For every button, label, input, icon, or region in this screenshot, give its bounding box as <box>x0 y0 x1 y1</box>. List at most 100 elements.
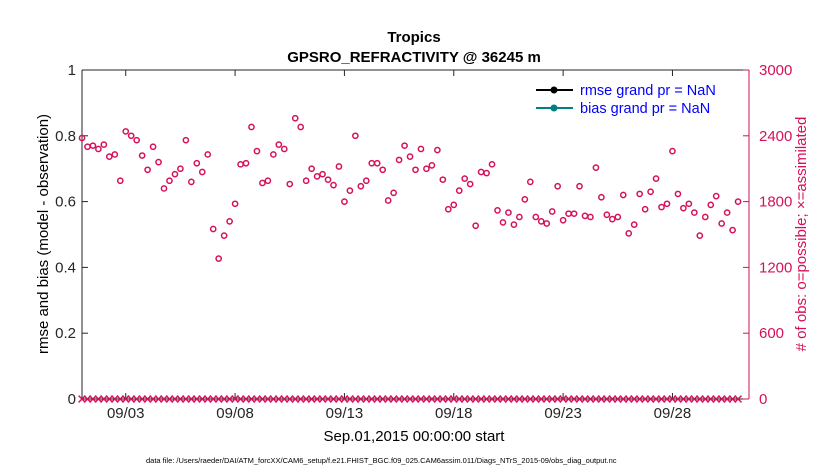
possible-marker <box>270 151 277 158</box>
possible-marker <box>330 181 337 189</box>
assimilated-markers <box>78 395 742 403</box>
possible-marker <box>576 182 583 190</box>
possible-marker <box>488 160 496 168</box>
possible-marker <box>297 123 305 131</box>
possible-marker <box>734 198 742 205</box>
possible-marker <box>346 187 354 194</box>
possible-marker <box>390 189 397 197</box>
possible-marker <box>138 152 146 159</box>
possible-marker <box>439 176 447 184</box>
possible-marker <box>647 188 654 196</box>
x-tick-label: 09/23 <box>544 405 582 422</box>
possible-marker <box>718 220 726 227</box>
y-tick-label: 0.6 <box>55 194 76 211</box>
possible-markers <box>78 114 742 262</box>
possible-marker <box>280 145 288 153</box>
possible-marker <box>603 211 611 219</box>
possible-marker <box>324 176 332 184</box>
possible-marker <box>155 158 162 166</box>
x-axis-label: Sep.01,2015 00:00:00 start <box>324 428 506 445</box>
possible-marker <box>707 201 715 209</box>
possible-marker <box>521 196 529 203</box>
x-tick-label: 09/28 <box>654 405 692 422</box>
possible-marker <box>510 221 518 228</box>
possible-marker <box>253 147 261 155</box>
possible-marker <box>466 180 474 188</box>
possible-marker <box>231 200 239 208</box>
possible-marker <box>625 230 633 237</box>
possible-marker <box>379 166 387 174</box>
possible-marker <box>357 182 365 190</box>
possible-marker <box>417 145 425 153</box>
x-tick-label: 09/03 <box>107 405 145 422</box>
possible-marker <box>516 213 523 221</box>
possible-marker <box>302 177 310 185</box>
possible-marker <box>193 159 201 167</box>
assimilated-marker <box>734 395 742 403</box>
possible-marker <box>614 213 622 221</box>
possible-marker <box>105 153 113 160</box>
possible-marker <box>636 190 644 198</box>
possible-marker <box>685 200 693 208</box>
possible-marker <box>499 219 507 226</box>
possible-marker <box>127 132 135 140</box>
x-tick-label: 09/08 <box>216 405 254 422</box>
possible-marker <box>428 162 436 169</box>
possible-marker <box>362 177 370 185</box>
possible-marker <box>598 193 605 201</box>
y-tick-label: 0.4 <box>55 259 76 276</box>
possible-marker <box>209 225 217 233</box>
possible-marker <box>505 209 512 216</box>
possible-marker <box>395 156 403 164</box>
possible-marker <box>658 203 665 211</box>
possible-marker <box>494 207 501 214</box>
y2-tick-label: 1800 <box>759 194 792 211</box>
possible-marker <box>472 222 479 230</box>
possible-marker <box>384 197 392 204</box>
possible-marker <box>701 213 709 221</box>
possible-marker <box>723 209 731 216</box>
possible-marker <box>729 226 736 234</box>
y2-tick-label: 600 <box>759 325 784 342</box>
possible-marker <box>543 220 551 227</box>
possible-marker <box>204 151 212 158</box>
possible-marker <box>663 200 671 208</box>
possible-marker <box>100 141 108 148</box>
possible-marker <box>78 134 86 142</box>
x-ticks: 09/03 09/08 09/13 09/18 09/23 09/28 <box>107 70 691 422</box>
y-tick-label: 0.8 <box>55 128 76 145</box>
possible-marker <box>570 210 578 218</box>
possible-marker <box>166 177 173 185</box>
possible-marker <box>608 215 616 223</box>
possible-marker <box>526 178 534 186</box>
possible-marker <box>116 177 124 185</box>
possible-marker <box>187 178 195 186</box>
possible-marker <box>149 143 157 151</box>
legend-marker-rmse <box>550 86 558 94</box>
x-tick-label: 09/18 <box>435 405 473 422</box>
possible-marker <box>537 217 545 225</box>
possible-marker <box>182 136 190 144</box>
possible-marker <box>242 159 250 167</box>
y2-tick-label: 2400 <box>759 128 792 145</box>
possible-marker <box>669 147 676 155</box>
possible-marker <box>226 217 233 225</box>
y2-axis-label: # of obs: o=possible; ×=assimilated <box>793 117 810 352</box>
possible-marker <box>89 142 97 150</box>
y-axis-label: rmse and bias (model - observation) <box>35 114 52 354</box>
possible-marker <box>412 166 419 174</box>
possible-marker <box>652 175 660 182</box>
possible-marker <box>198 168 206 176</box>
y2-tick-label: 3000 <box>759 62 792 79</box>
possible-marker <box>461 175 469 182</box>
possible-marker <box>286 180 294 188</box>
legend-marker-bias <box>550 104 558 112</box>
y-left-ticks: 0 0.2 0.4 0.6 0.8 1 <box>55 62 88 408</box>
legend-label-rmse: rmse grand pr = NaN <box>580 83 716 99</box>
data-file-footnote: data file: /Users/raeder/DAI/ATM_forcXX/… <box>146 456 617 465</box>
y2-tick-label: 0 <box>759 391 767 408</box>
possible-marker <box>680 204 687 212</box>
plot-area <box>82 70 749 399</box>
possible-marker <box>313 173 321 180</box>
